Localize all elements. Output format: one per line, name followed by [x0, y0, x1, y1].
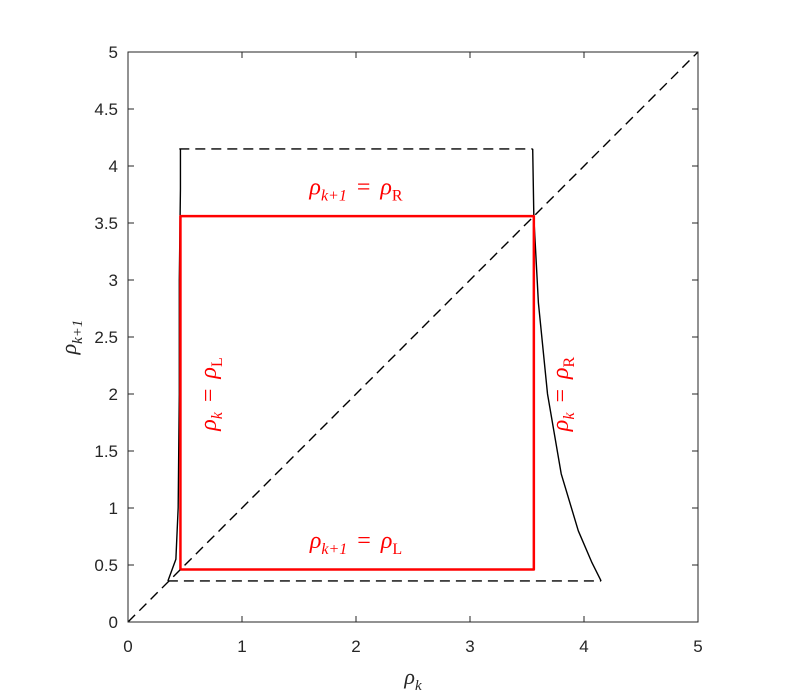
x-ticks: 0 1 2 3 4 5: [123, 52, 703, 656]
x-label-base: ρ: [403, 664, 415, 689]
y-ticks: 0 0.5 1 1.5 2 2.5 3 3.5 4 4.5 5: [94, 43, 698, 632]
eq-rhs-sub: L: [392, 541, 402, 558]
eq-rhs-sub: L: [209, 357, 226, 367]
y-axis-label: ρk+1: [56, 320, 86, 356]
eq-rhs-sub: R: [561, 356, 578, 367]
y-tick-label: 0: [109, 613, 118, 632]
eq-rhs: ρ: [379, 175, 392, 201]
eq-base: ρ: [548, 420, 574, 433]
y-tick-label: 3: [109, 271, 118, 290]
y-tick-label: 1: [109, 499, 118, 518]
y-tick-label: 0.5: [94, 556, 118, 575]
eq-base: ρ: [309, 528, 322, 554]
eq-rhs: ρ: [196, 367, 222, 380]
equation-label-0: ρk+1 = ρR: [308, 175, 403, 205]
y-label-base: ρ: [56, 344, 81, 356]
x-tick-label: 4: [579, 637, 588, 656]
eq-sign: =: [196, 389, 222, 403]
eq-sign: =: [357, 175, 371, 201]
y-tick-label: 4: [109, 157, 118, 176]
x-label-sub: k: [415, 678, 422, 694]
eq-sign: =: [357, 528, 371, 554]
equation-label-2: ρk=ρL: [196, 357, 226, 432]
eq-rhs: ρ: [548, 367, 574, 380]
series-line-5: [179, 214, 536, 571]
x-tick-label: 0: [123, 637, 132, 656]
series-line-0: [127, 51, 699, 623]
y-tick-label: 1.5: [94, 442, 118, 461]
series-line-3: [167, 148, 182, 582]
x-tick-label: 3: [465, 637, 474, 656]
eq-sub: k: [561, 412, 578, 420]
eq-sub: k+1: [321, 188, 347, 205]
equation-label-3: ρk=ρR: [548, 356, 578, 432]
x-tick-label: 5: [693, 637, 702, 656]
eq-base: ρ: [196, 419, 222, 432]
y-tick-label: 5: [109, 43, 118, 62]
plot-marks: [127, 51, 699, 623]
x-tick-label: 2: [351, 637, 360, 656]
y-tick-label: 2.5: [94, 328, 118, 347]
eq-sub: k: [209, 411, 226, 419]
eq-rhs-sub: R: [392, 188, 403, 205]
x-tick-label: 1: [237, 637, 246, 656]
eq-sign: =: [548, 389, 574, 403]
x-axis-label: ρk: [403, 664, 422, 694]
y-label-sub: k+1: [70, 320, 86, 344]
y-tick-label: 4.5: [94, 100, 118, 119]
eq-sub: k+1: [321, 541, 347, 558]
y-tick-label: 2: [109, 385, 118, 404]
equation-label-1: ρk+1 = ρL: [309, 528, 402, 558]
eq-rhs: ρ: [380, 528, 393, 554]
eq-base: ρ: [308, 175, 321, 201]
y-tick-label: 3.5: [94, 214, 118, 233]
